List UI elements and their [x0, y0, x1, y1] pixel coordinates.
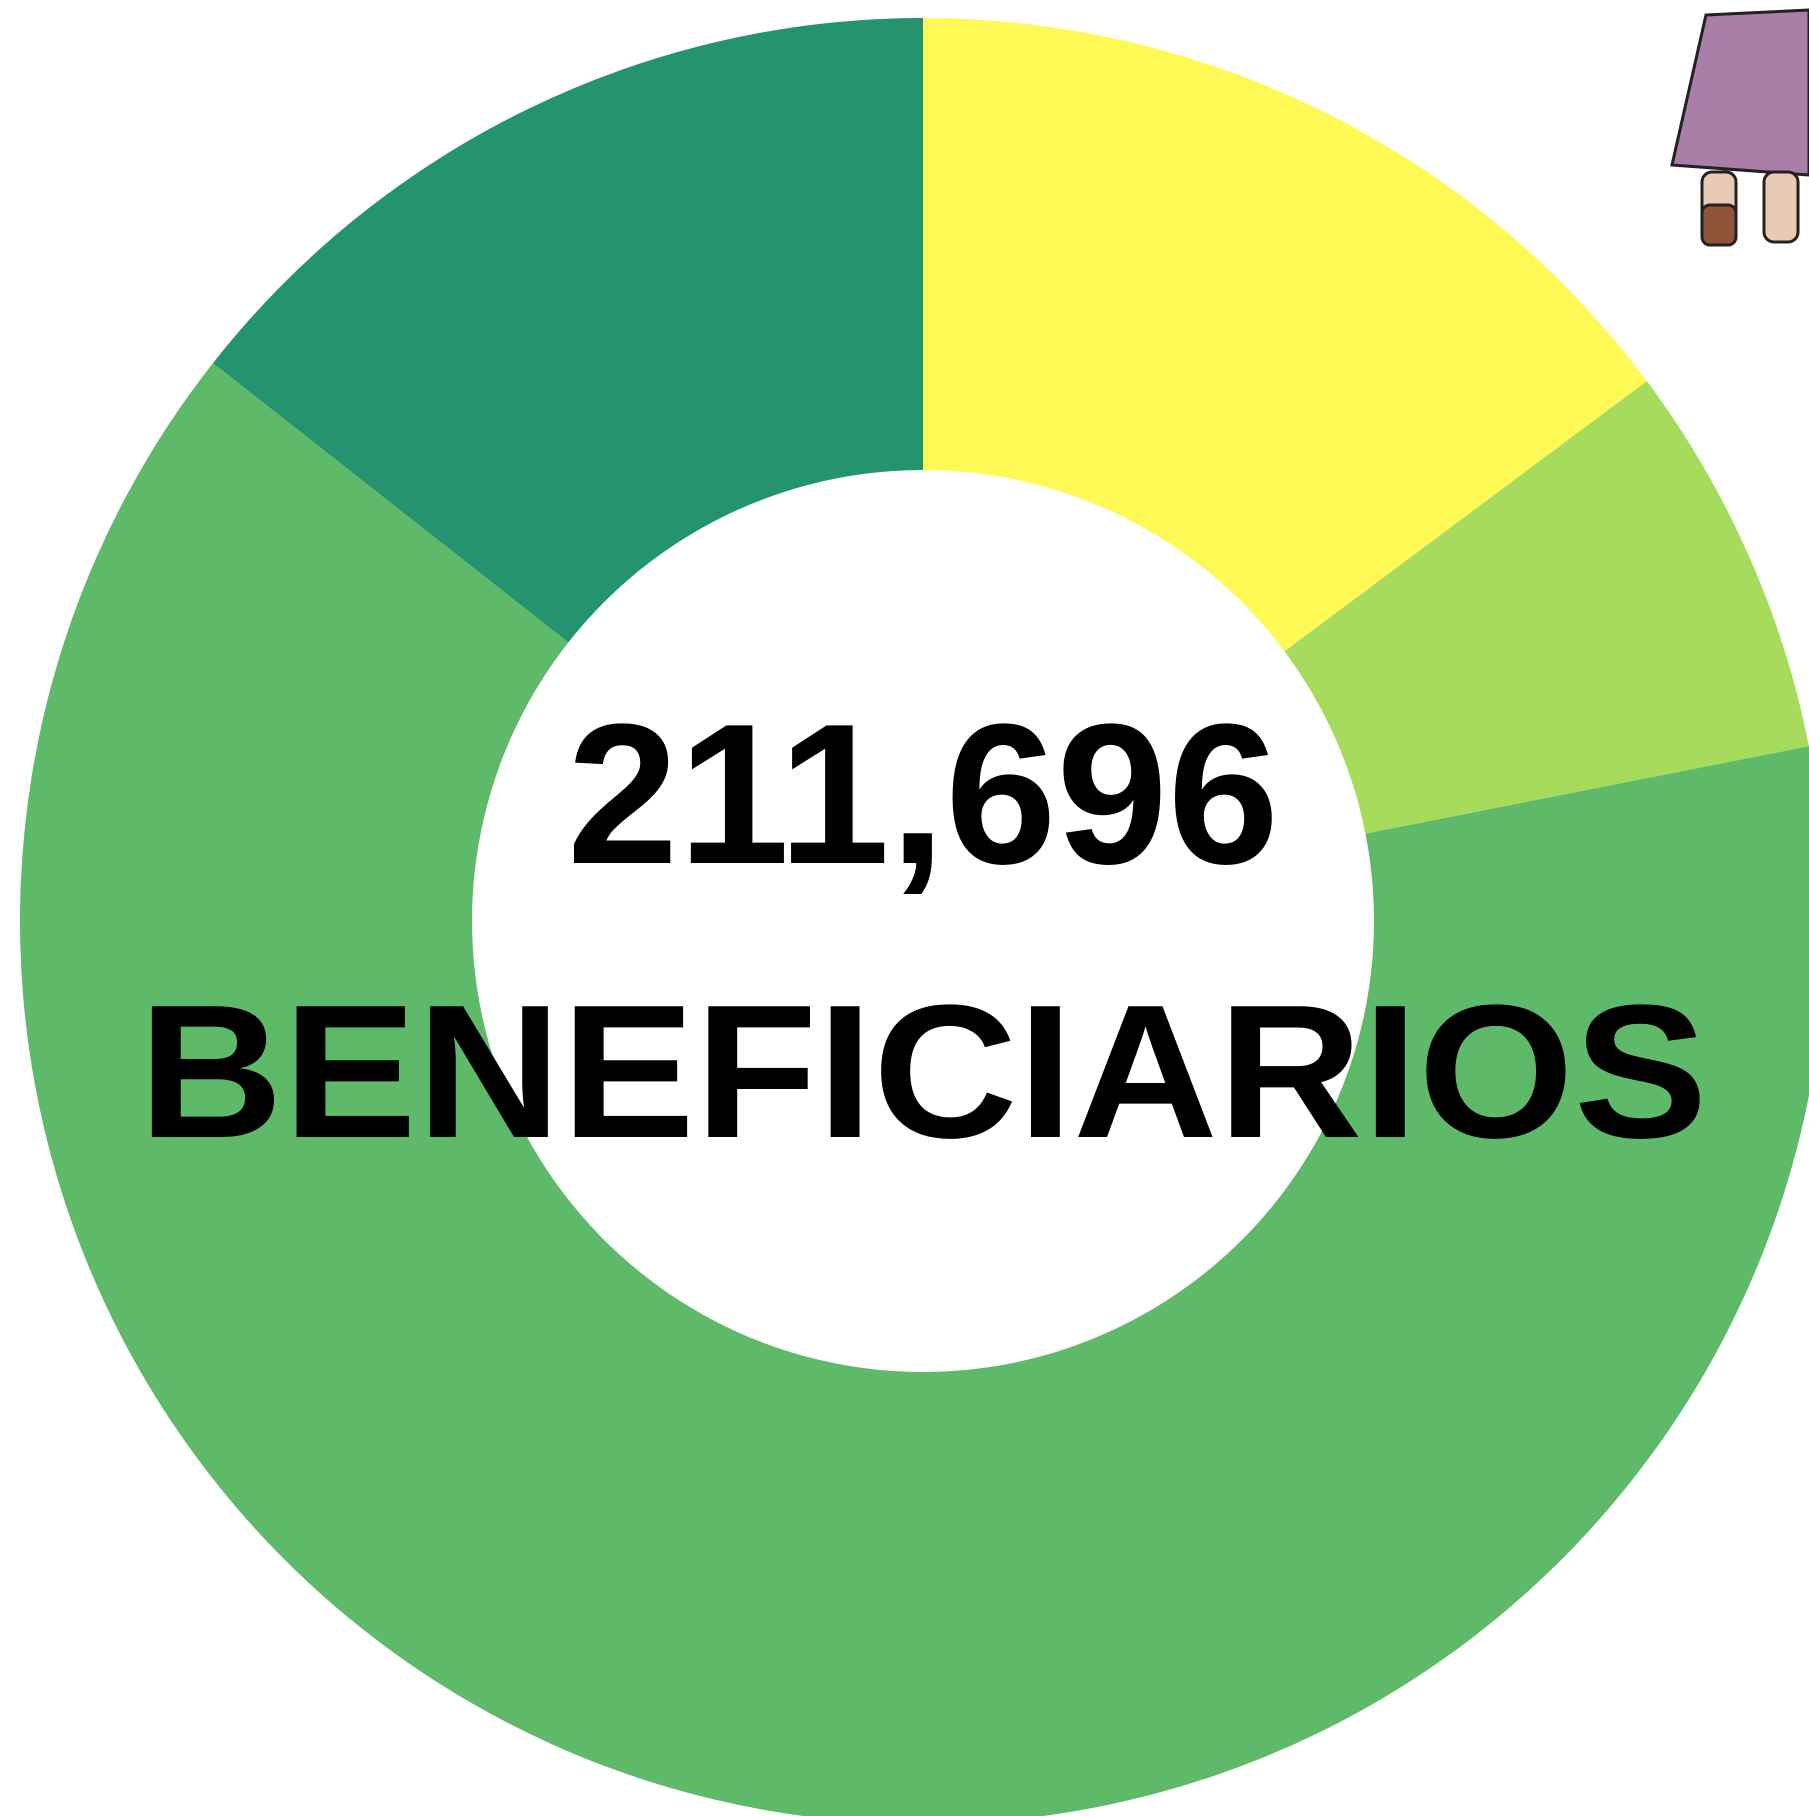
chart: 211,696 BENEFICIARIOS	[0, 0, 1809, 1816]
illustration	[1672, 10, 1809, 245]
center-label: BENEFICIARIOS	[139, 966, 1708, 1178]
donut	[20, 18, 1809, 1816]
center-value: 211,696	[567, 683, 1279, 906]
page: 211,696 BENEFICIARIOS (() => { const dat…	[0, 0, 1809, 1816]
